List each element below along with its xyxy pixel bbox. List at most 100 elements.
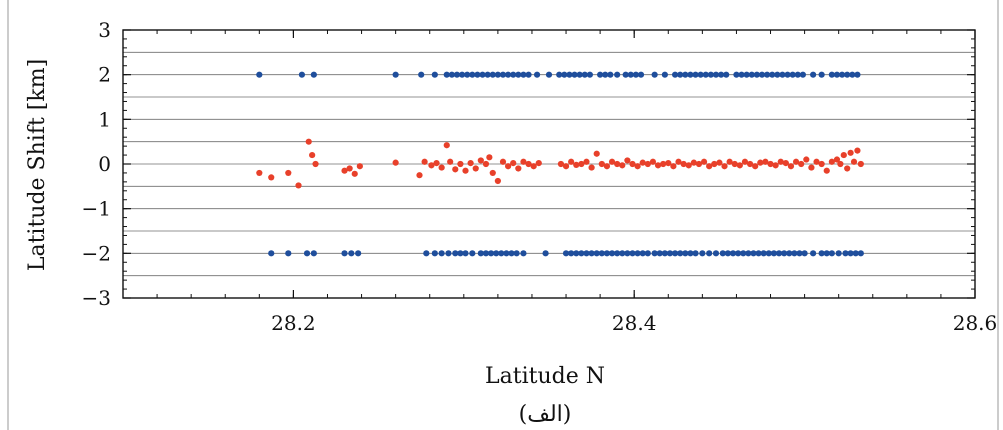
data-point: [341, 167, 348, 174]
data-point: [573, 161, 580, 168]
data-point: [351, 170, 358, 177]
data-point: [775, 250, 783, 257]
data-point: [838, 71, 846, 78]
data-point: [801, 250, 808, 257]
data-point: [803, 156, 810, 163]
data-point: [854, 71, 861, 78]
data-point: [685, 162, 692, 169]
data-point: [828, 250, 835, 257]
data-point: [431, 250, 438, 257]
data-point: [740, 250, 747, 257]
data-point: [477, 157, 484, 164]
data-point: [798, 160, 805, 168]
data-point: [791, 250, 798, 257]
data-point: [857, 250, 864, 257]
data-point: [505, 163, 512, 170]
data-point: [786, 250, 793, 257]
data-point: [849, 71, 856, 78]
data-point: [842, 250, 849, 257]
data-point: [355, 250, 362, 257]
data-point: [469, 250, 476, 257]
data-point: [770, 250, 778, 257]
data-point: [310, 250, 317, 257]
data-point: [309, 151, 316, 159]
data-point: [494, 71, 501, 78]
data-point: [695, 160, 703, 168]
data-point: [651, 71, 658, 78]
data-point: [789, 71, 796, 78]
data-point: [487, 250, 495, 257]
data-point: [629, 160, 636, 168]
data-point: [682, 250, 689, 257]
data-point: [781, 250, 788, 257]
data-point: [699, 250, 706, 257]
data-point: [305, 138, 312, 145]
data-point: [706, 163, 713, 170]
data-point: [614, 160, 621, 168]
data-point: [687, 250, 694, 257]
data-point: [614, 71, 621, 78]
data-point: [472, 165, 479, 172]
x-tick-label: 28.2: [271, 311, 316, 335]
data-point: [644, 250, 651, 257]
data-point: [651, 250, 658, 257]
data-point: [735, 250, 742, 257]
data-point: [774, 71, 781, 78]
data-point: [443, 142, 450, 149]
data-point: [484, 71, 491, 78]
data-point: [310, 71, 317, 78]
data-point: [602, 71, 609, 78]
data-point: [833, 156, 841, 163]
series-3: [256, 138, 864, 189]
data-point: [810, 71, 817, 78]
data-point: [731, 160, 738, 168]
data-point: [356, 163, 363, 170]
data-point: [588, 164, 595, 171]
data-point: [586, 71, 593, 78]
data-point: [818, 250, 825, 257]
data-point: [614, 250, 621, 257]
data-point: [593, 250, 600, 257]
data-point: [818, 71, 825, 78]
data-point: [486, 154, 493, 161]
data-point: [489, 169, 496, 177]
data-point: [712, 71, 720, 78]
x-axis-label: Latitude N: [485, 364, 605, 389]
data-point: [462, 250, 469, 257]
data-point: [629, 250, 636, 257]
data-point: [268, 174, 275, 181]
data-point: [423, 250, 430, 257]
data-point: [583, 158, 590, 165]
data-point: [760, 250, 767, 257]
data-point: [850, 158, 858, 165]
data-point: [467, 160, 474, 167]
data-point: [482, 160, 490, 168]
data-point: [256, 169, 263, 177]
data-point: [520, 250, 527, 257]
data-point: [670, 163, 677, 170]
data-point: [813, 158, 820, 165]
data-point: [535, 160, 542, 167]
data-point: [810, 250, 817, 257]
data-point: [716, 159, 723, 166]
data-point: [767, 160, 774, 168]
data-point: [443, 71, 450, 78]
data-point: [677, 250, 684, 257]
data-point: [447, 158, 454, 165]
data-point: [833, 71, 841, 78]
data-point: [736, 162, 743, 169]
data-point: [438, 250, 445, 257]
data-point: [808, 164, 815, 171]
data-point: [445, 250, 452, 257]
data-point: [743, 71, 750, 78]
data-point: [758, 71, 766, 78]
data-point: [777, 158, 784, 165]
data-point: [639, 250, 646, 257]
figure-caption: (الف): [519, 402, 572, 427]
data-point: [661, 71, 668, 78]
data-point: [568, 158, 575, 165]
data-point: [566, 71, 573, 78]
data-point: [578, 250, 585, 257]
